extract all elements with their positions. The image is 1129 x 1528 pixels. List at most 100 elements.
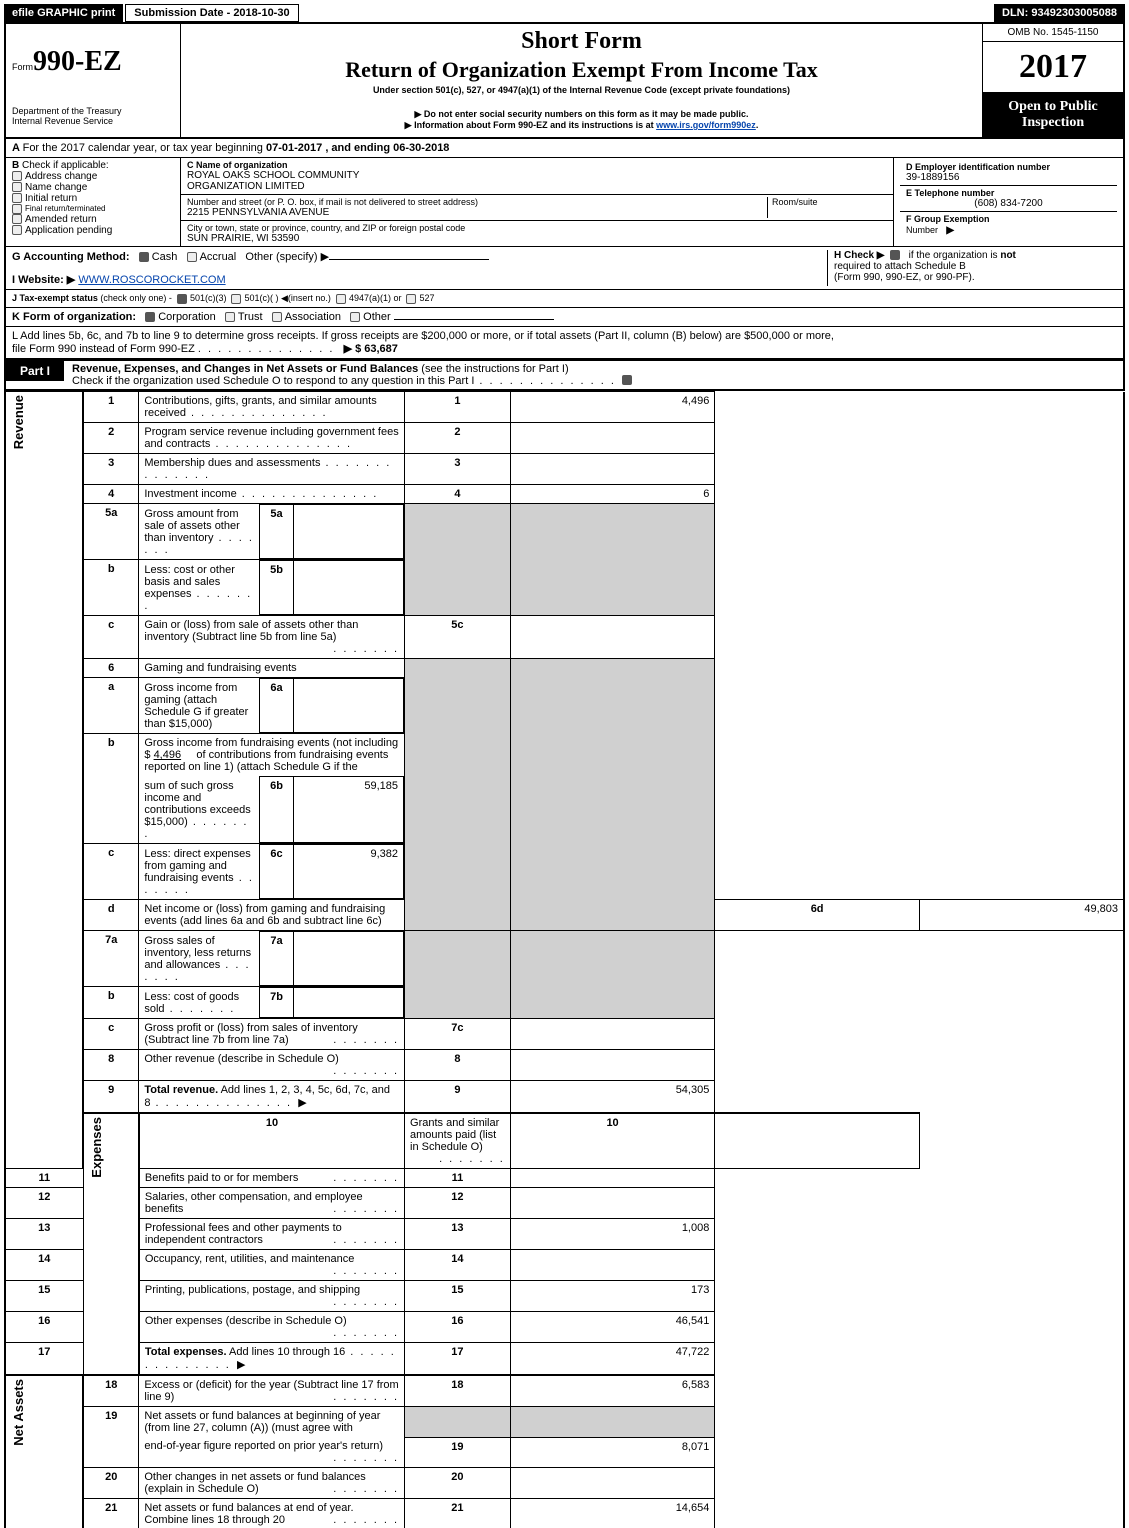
part1-header: Part I Revenue, Expenses, and Changes in… bbox=[4, 360, 1125, 391]
line-11: 11Benefits paid to or for members11 bbox=[5, 1169, 1124, 1188]
top-strip: efile GRAPHIC print Submission Date - 20… bbox=[4, 4, 1125, 22]
j-hint: (check only one) - bbox=[100, 293, 172, 303]
ssn-warning: Do not enter social security numbers on … bbox=[189, 109, 974, 120]
main-title: Return of Organization Exempt From Incom… bbox=[189, 57, 974, 83]
h-line3: (Form 990, 990-EZ, or 990-PF). bbox=[834, 272, 975, 283]
expenses-side-label: Expenses bbox=[89, 1117, 104, 1178]
f-arrow: ▶ bbox=[946, 225, 954, 236]
line-9: 9Total revenue. Add lines 1, 2, 3, 4, 5c… bbox=[5, 1081, 1124, 1114]
line-2: 2Program service revenue including gover… bbox=[5, 423, 1124, 454]
line-a-pre: For the 2017 calendar year, or tax year … bbox=[23, 142, 266, 154]
chk-527[interactable] bbox=[406, 294, 416, 304]
chk-final-return[interactable] bbox=[12, 204, 22, 214]
d-label: D Employer identification number bbox=[906, 162, 1111, 172]
line-1: Revenue 1Contributions, gifts, grants, a… bbox=[5, 392, 1124, 423]
h-not: not bbox=[1000, 250, 1016, 261]
line-5c: cGain or (loss) from sale of assets othe… bbox=[5, 616, 1124, 659]
f-label2: Number bbox=[906, 225, 938, 235]
line-4: 4Investment income46 bbox=[5, 485, 1124, 504]
netassets-side-label: Net Assets bbox=[11, 1379, 26, 1446]
fundraising-excluded: 4,496 bbox=[154, 749, 182, 761]
l-text2: file Form 990 instead of Form 990-EZ bbox=[12, 343, 195, 355]
l-text: L Add lines 5b, 6c, and 7b to line 9 to … bbox=[12, 330, 834, 342]
city-state-zip: SUN PRAIRIE, WI 53590 bbox=[187, 233, 887, 244]
open-public-1: Open to Public bbox=[985, 99, 1121, 115]
line-l: L Add lines 5b, 6c, and 7b to line 9 to … bbox=[4, 327, 1125, 360]
c-label: C Name of organization bbox=[187, 160, 887, 170]
line-18: Net Assets 18Excess or (deficit) for the… bbox=[5, 1375, 1124, 1407]
ein: 39-1889156 bbox=[906, 172, 1111, 183]
form-header: Form990-EZ Department of the Treasury In… bbox=[4, 22, 1125, 139]
city-label: City or town, state or province, country… bbox=[187, 223, 887, 233]
chk-501c3[interactable] bbox=[177, 294, 187, 304]
chk-trust[interactable] bbox=[225, 312, 235, 322]
chk-amended[interactable] bbox=[12, 214, 22, 224]
k-label: K Form of organization: bbox=[12, 311, 136, 323]
j-label: J Tax-exempt status bbox=[12, 293, 98, 303]
dln: DLN: 93492303005088 bbox=[994, 4, 1125, 22]
subtitle: Under section 501(c), 527, or 4947(a)(1)… bbox=[189, 85, 974, 95]
chk-address-change[interactable] bbox=[12, 171, 22, 181]
chk-assoc[interactable] bbox=[272, 312, 282, 322]
room-label: Room/suite bbox=[772, 197, 887, 207]
chk-initial-return[interactable] bbox=[12, 193, 22, 203]
check-label: Check if applicable: bbox=[22, 160, 109, 171]
form-prefix: Form bbox=[12, 62, 33, 72]
chk-other-org[interactable] bbox=[350, 312, 360, 322]
short-form-title: Short Form bbox=[189, 28, 974, 55]
instructions-link[interactable]: www.irs.gov/form990ez bbox=[656, 120, 756, 130]
revenue-side-label: Revenue bbox=[11, 395, 26, 449]
line-16: 16Other expenses (describe in Schedule O… bbox=[5, 1312, 1124, 1343]
line-12: 12Salaries, other compensation, and empl… bbox=[5, 1188, 1124, 1219]
chk-sched-b[interactable] bbox=[890, 250, 900, 260]
chk-accrual[interactable] bbox=[187, 252, 197, 262]
chk-corp[interactable] bbox=[145, 312, 155, 322]
line-10: Expenses 10Grants and similar amounts pa… bbox=[5, 1113, 1124, 1169]
line-17: 17Total expenses. Add lines 10 through 1… bbox=[5, 1343, 1124, 1376]
entity-info-block: B Check if applicable: Address change Na… bbox=[4, 158, 1125, 247]
form-number: 990-EZ bbox=[33, 46, 122, 77]
line-19a: 19Net assets or fund balances at beginni… bbox=[5, 1407, 1124, 1438]
chk-schedule-o[interactable] bbox=[622, 375, 632, 385]
tax-year-end: 06-30-2018 bbox=[393, 142, 449, 154]
h-pre: H Check ▶ bbox=[834, 250, 884, 261]
part1-title2: (see the instructions for Part I) bbox=[421, 363, 568, 375]
part1-title: Revenue, Expenses, and Changes in Net As… bbox=[72, 363, 418, 375]
line-k: K Form of organization: Corporation Trus… bbox=[4, 308, 1125, 327]
part1-table: Revenue 1Contributions, gifts, grants, a… bbox=[4, 391, 1125, 1528]
tax-year: 2017 bbox=[983, 42, 1123, 93]
l-amount: ▶ $ 63,687 bbox=[344, 343, 398, 355]
h-line2: required to attach Schedule B bbox=[834, 261, 966, 272]
line-21: 21Net assets or fund balances at end of … bbox=[5, 1499, 1124, 1528]
f-label: F Group Exemption bbox=[906, 214, 990, 224]
h-post: if the organization is bbox=[909, 250, 998, 261]
line-a: A For the 2017 calendar year, or tax yea… bbox=[4, 139, 1125, 158]
chk-4947[interactable] bbox=[336, 294, 346, 304]
org-name-1: ROYAL OAKS SCHOOL COMMUNITY bbox=[187, 170, 887, 181]
chk-cash[interactable] bbox=[139, 252, 149, 262]
dept-treasury: Department of the Treasury bbox=[12, 106, 174, 116]
efile-badge: efile GRAPHIC print bbox=[4, 4, 123, 22]
e-label: E Telephone number bbox=[906, 188, 1111, 198]
chk-501c[interactable] bbox=[231, 294, 241, 304]
line-15: 15Printing, publications, postage, and s… bbox=[5, 1281, 1124, 1312]
submission-date: Submission Date - 2018-10-30 bbox=[125, 4, 298, 22]
tax-year-begin: 07-01-2017 bbox=[266, 142, 322, 154]
line-8: 8Other revenue (describe in Schedule O)8 bbox=[5, 1050, 1124, 1081]
line-a-mid: , and ending bbox=[325, 142, 393, 154]
line-13: 13Professional fees and other payments t… bbox=[5, 1219, 1124, 1250]
chk-name-change[interactable] bbox=[12, 182, 22, 192]
line-g-h: G Accounting Method: Cash Accrual Other … bbox=[4, 247, 1125, 290]
chk-app-pending[interactable] bbox=[12, 225, 22, 235]
line-5a: 5a Gross amount from sale of assets othe… bbox=[5, 504, 1124, 560]
website-link[interactable]: WWW.ROSCOROCKET.COM bbox=[78, 274, 225, 286]
line-7c: cGross profit or (loss) from sales of in… bbox=[5, 1019, 1124, 1050]
line-7a: 7a Gross sales of inventory, less return… bbox=[5, 931, 1124, 987]
instructions-pre: Information about Form 990-EZ and its in… bbox=[405, 120, 656, 130]
telephone: (608) 834-7200 bbox=[906, 198, 1111, 209]
part1-check-text: Check if the organization used Schedule … bbox=[72, 375, 474, 387]
dept-irs: Internal Revenue Service bbox=[12, 116, 174, 126]
street-address: 2215 PENNSYLVANIA AVENUE bbox=[187, 207, 767, 218]
line-19b: end-of-year figure reported on prior yea… bbox=[5, 1437, 1124, 1468]
line-6: 6Gaming and fundraising events bbox=[5, 659, 1124, 678]
